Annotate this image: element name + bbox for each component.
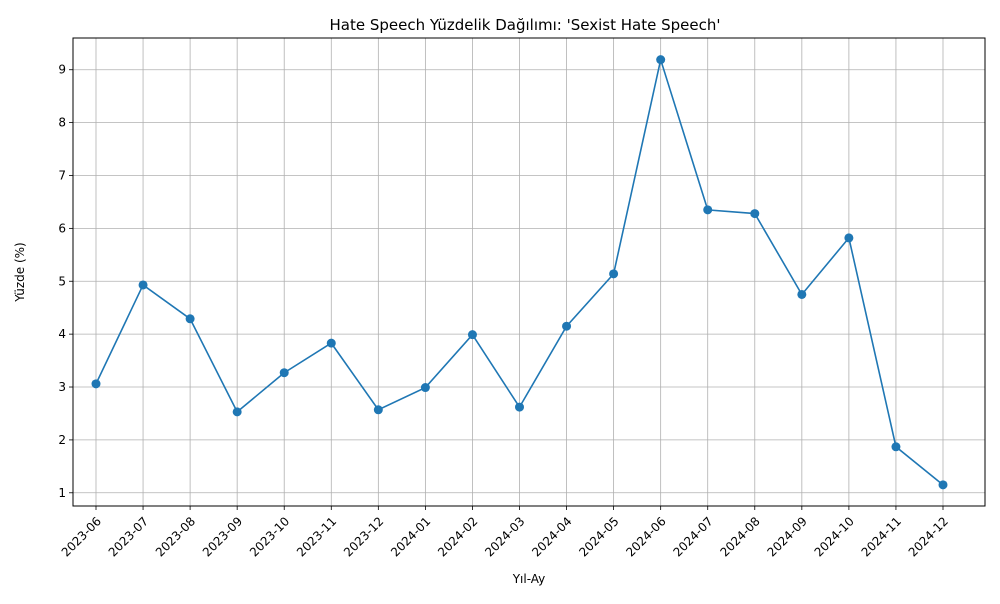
x-tick-label: 2024-01 bbox=[388, 514, 433, 559]
y-tick-label: 8 bbox=[58, 116, 66, 130]
data-point bbox=[326, 338, 336, 348]
data-point bbox=[138, 280, 148, 290]
x-tick-label: 2024-09 bbox=[765, 514, 810, 559]
y-tick-label: 9 bbox=[58, 63, 66, 77]
data-point bbox=[703, 205, 713, 215]
x-tick-label: 2023-10 bbox=[247, 514, 292, 559]
x-tick-label: 2023-06 bbox=[59, 514, 104, 559]
x-tick-label: 2023-08 bbox=[153, 514, 198, 559]
x-tick-label: 2023-07 bbox=[106, 514, 151, 559]
chart-title: Hate Speech Yüzdelik Dağılımı: 'Sexist H… bbox=[330, 16, 721, 34]
y-tick-label: 3 bbox=[58, 380, 66, 394]
axis-layer: 2023-06 2023-07 2023-08 2023-09 2023-10 2023-… bbox=[58, 63, 951, 560]
x-tick-label: 2024-08 bbox=[717, 514, 762, 559]
y-tick-label: 4 bbox=[58, 327, 66, 341]
data-point bbox=[232, 407, 242, 417]
x-tick-label: 2024-12 bbox=[906, 514, 951, 559]
x-tick-label: 2024-02 bbox=[435, 514, 480, 559]
series-layer bbox=[91, 55, 948, 490]
data-point bbox=[891, 442, 901, 452]
x-tick-label: 2023-09 bbox=[200, 514, 245, 559]
data-point bbox=[373, 405, 383, 415]
data-point bbox=[467, 330, 477, 340]
y-tick-label: 7 bbox=[58, 168, 66, 182]
data-point bbox=[185, 314, 195, 324]
x-axis-label: Yıl-Ay bbox=[512, 572, 546, 586]
x-tick-label: 2024-05 bbox=[576, 514, 621, 559]
x-tick-label: 2024-03 bbox=[482, 514, 527, 559]
y-tick-label: 5 bbox=[58, 274, 66, 288]
x-tick-label: 2023-11 bbox=[294, 514, 339, 559]
x-tick-label: 2024-06 bbox=[623, 514, 668, 559]
y-axis-label: Yüzde (%) bbox=[13, 242, 27, 302]
x-tick-label: 2024-10 bbox=[812, 514, 857, 559]
plot-frame bbox=[72, 37, 986, 507]
data-point bbox=[797, 289, 807, 299]
data-point bbox=[750, 209, 760, 219]
x-tick-label: 2024-11 bbox=[859, 514, 904, 559]
data-point bbox=[938, 480, 948, 490]
data-point bbox=[609, 269, 619, 279]
data-point bbox=[515, 402, 524, 412]
data-point bbox=[279, 368, 289, 378]
data-point bbox=[420, 383, 430, 393]
data-point bbox=[844, 233, 854, 243]
data-point bbox=[562, 321, 572, 331]
x-tick-label: 2024-07 bbox=[670, 514, 715, 559]
y-tick-label: 1 bbox=[58, 486, 66, 500]
y-tick-label: 6 bbox=[58, 221, 66, 235]
x-tick-label: 2023-12 bbox=[341, 514, 386, 559]
grid-layer bbox=[73, 38, 985, 506]
data-point bbox=[91, 379, 101, 389]
x-tick-label: 2024-04 bbox=[529, 514, 574, 559]
y-tick-label: 2 bbox=[58, 433, 66, 447]
data-point bbox=[656, 55, 666, 65]
